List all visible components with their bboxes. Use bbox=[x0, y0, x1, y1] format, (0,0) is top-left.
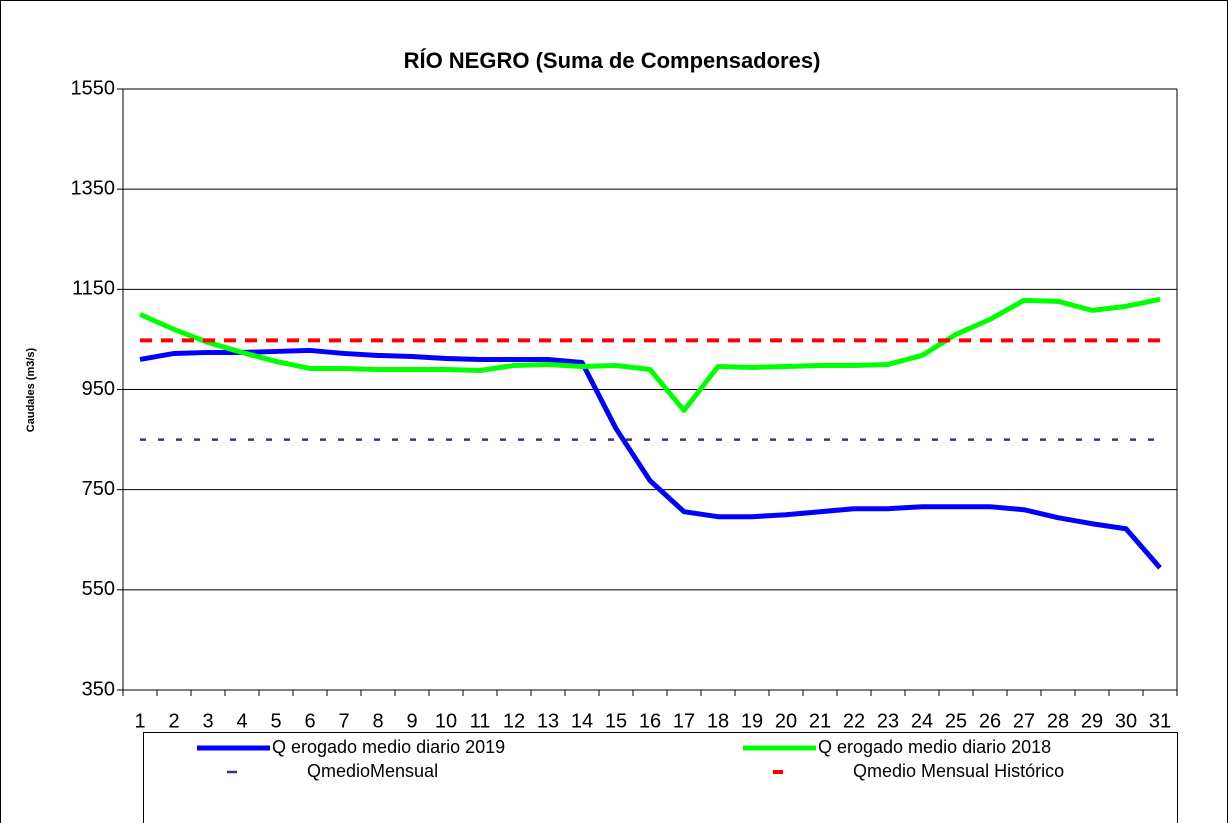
x-tick-label: 4 bbox=[236, 710, 247, 732]
x-tick-label: 12 bbox=[503, 710, 525, 732]
x-tick-label: 9 bbox=[406, 710, 417, 732]
y-tick-label: 1350 bbox=[71, 177, 116, 199]
x-tick-label: 29 bbox=[1081, 710, 1103, 732]
y-tick-label: 1550 bbox=[71, 77, 116, 99]
x-tick-label: 3 bbox=[202, 710, 213, 732]
x-tick-label: 23 bbox=[877, 710, 899, 732]
y-tick-label: 350 bbox=[82, 678, 115, 700]
y-axis-label: Caudales (m3/s) bbox=[25, 347, 37, 432]
x-tick-label: 7 bbox=[338, 710, 349, 732]
x-tick-label: 15 bbox=[605, 710, 627, 732]
x-tick-label: 14 bbox=[571, 710, 593, 732]
x-tick-label: 2 bbox=[168, 710, 179, 732]
x-tick-label: 11 bbox=[470, 710, 491, 732]
x-tick-label: 28 bbox=[1047, 710, 1069, 732]
y-tick-label: 750 bbox=[82, 478, 115, 500]
x-tick-label: 19 bbox=[741, 710, 763, 732]
x-tick-label: 22 bbox=[843, 710, 865, 732]
y-tick-label: 950 bbox=[82, 378, 115, 400]
x-tick-label: 13 bbox=[537, 710, 559, 732]
legend-box bbox=[143, 732, 1178, 823]
x-tick-label: 16 bbox=[639, 710, 661, 732]
x-tick-label: 5 bbox=[270, 710, 281, 732]
legend-label: Qmedio Mensual Histórico bbox=[853, 761, 1064, 781]
series-line bbox=[138, 296, 1161, 414]
x-tick-label: 6 bbox=[304, 710, 315, 732]
x-tick-label: 8 bbox=[372, 710, 383, 732]
x-tick-label: 31 bbox=[1149, 710, 1171, 732]
chart-title: RÍO NEGRO (Suma de Compensadores) bbox=[404, 48, 821, 73]
y-tick-label: 1150 bbox=[72, 278, 115, 300]
x-tick-label: 30 bbox=[1115, 710, 1137, 732]
series-line bbox=[139, 347, 1162, 570]
x-tick-label: 21 bbox=[809, 710, 831, 732]
legend-label: Q erogado medio diario 2018 bbox=[818, 737, 1051, 757]
x-tick-label: 26 bbox=[979, 710, 1001, 732]
x-tick-label: 1 bbox=[134, 710, 145, 732]
y-tick-label: 550 bbox=[82, 578, 115, 600]
x-tick-label: 18 bbox=[707, 710, 729, 732]
x-tick-label: 17 bbox=[673, 710, 695, 732]
x-tick-label: 10 bbox=[435, 710, 457, 732]
legend-label: QmedioMensual bbox=[307, 761, 438, 781]
legend-label: Q erogado medio diario 2019 bbox=[272, 737, 505, 757]
x-tick-label: 25 bbox=[945, 710, 967, 732]
x-tick-label: 27 bbox=[1013, 710, 1035, 732]
x-tick-label: 20 bbox=[775, 710, 797, 732]
x-tick-label: 24 bbox=[911, 710, 933, 732]
